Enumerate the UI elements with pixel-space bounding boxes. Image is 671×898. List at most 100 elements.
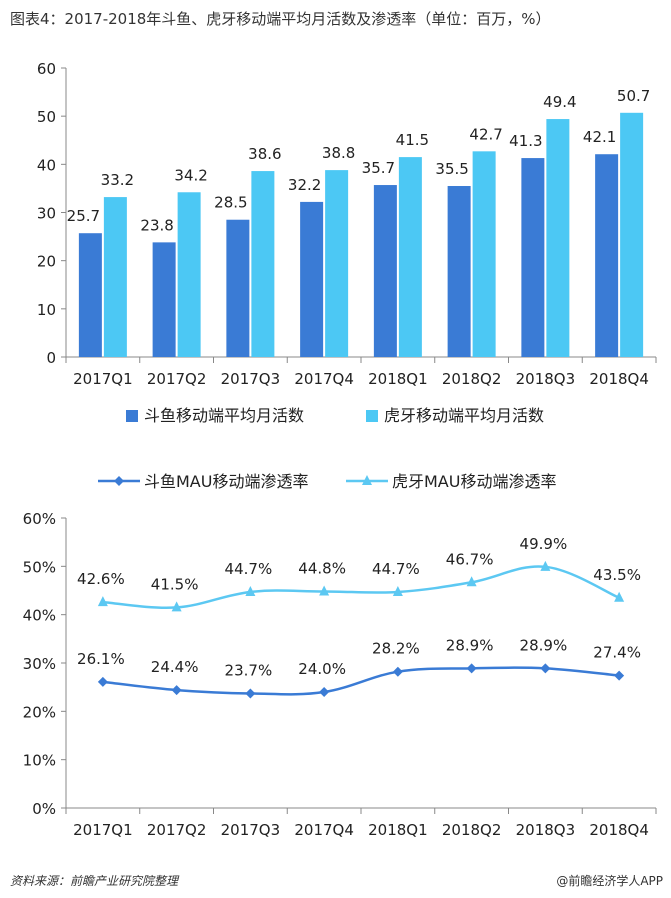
legend-swatch xyxy=(366,410,378,422)
y-tick-label: 10 xyxy=(37,301,56,319)
x-tick-label: 2018Q4 xyxy=(589,821,649,839)
data-label: 34.2 xyxy=(174,166,207,184)
x-tick-label: 2018Q1 xyxy=(368,370,428,388)
bar xyxy=(78,233,102,357)
bar xyxy=(177,192,201,357)
data-label: 38.8 xyxy=(322,144,355,162)
data-label: 50.7 xyxy=(617,87,650,105)
data-point xyxy=(245,585,256,596)
data-label: 35.5 xyxy=(435,160,468,178)
data-label: 41.5% xyxy=(151,575,199,593)
bar xyxy=(521,158,545,357)
data-point xyxy=(392,666,403,677)
data-label: 28.5 xyxy=(214,194,247,212)
data-point xyxy=(171,685,182,696)
x-tick-label: 2018Q2 xyxy=(442,821,502,839)
data-label: 26.1% xyxy=(77,650,125,668)
data-label: 28.9% xyxy=(446,636,494,654)
y-tick-label: 10% xyxy=(23,752,56,770)
data-label: 43.5% xyxy=(593,566,641,584)
bar xyxy=(398,157,422,357)
y-tick-label: 60% xyxy=(23,510,56,528)
data-point xyxy=(466,576,477,587)
legend-label: 虎牙MAU移动端渗透率 xyxy=(392,472,556,491)
y-tick-label: 50 xyxy=(37,108,56,126)
y-tick-label: 30 xyxy=(37,205,56,223)
legend-marker xyxy=(362,475,372,485)
data-point xyxy=(466,663,477,674)
y-tick-label: 40% xyxy=(23,607,56,625)
series-line xyxy=(102,666,620,696)
data-point xyxy=(97,676,108,687)
data-label: 42.1 xyxy=(583,128,616,146)
legend-label: 虎牙移动端平均月活数 xyxy=(384,406,544,425)
bar-chart: 0 10 20 30 40 50 60 2017Q1 2017Q2 2017Q3 2017Q4 201… xyxy=(37,60,657,425)
data-point xyxy=(319,585,330,596)
bar xyxy=(325,170,349,357)
y-tick-label: 60 xyxy=(37,60,56,78)
bar xyxy=(251,171,275,357)
data-label: 44.7% xyxy=(225,560,273,578)
data-label: 41.3 xyxy=(509,132,542,150)
y-tick-label: 30% xyxy=(23,655,56,673)
x-tick-label: 2018Q2 xyxy=(442,370,502,388)
bar xyxy=(447,186,471,357)
data-point xyxy=(171,601,182,612)
x-tick-label: 2017Q1 xyxy=(73,821,133,839)
data-label: 44.8% xyxy=(298,559,346,577)
legend-label: 斗鱼移动端平均月活数 xyxy=(144,406,304,425)
bar xyxy=(546,119,570,357)
credit-note: @前瞻经济学人APP xyxy=(556,874,663,888)
line-chart: 0% 10% 20% 30% 40% 50% 60% 2017Q1 2017Q2 2017Q3 20… xyxy=(23,472,657,839)
x-tick-label: 2017Q2 xyxy=(147,370,207,388)
data-label: 23.7% xyxy=(225,661,273,679)
x-tick-label: 2017Q1 xyxy=(73,370,133,388)
data-point xyxy=(97,596,108,607)
data-label: 44.7% xyxy=(372,560,420,578)
data-label: 41.5 xyxy=(396,131,429,149)
bar xyxy=(300,201,324,357)
y-tick-label: 40 xyxy=(37,156,56,174)
data-point xyxy=(392,585,403,596)
data-label: 25.7 xyxy=(67,207,100,225)
data-point xyxy=(614,670,625,681)
data-label: 28.9% xyxy=(520,636,568,654)
y-tick-label: 0 xyxy=(46,349,56,367)
x-tick-label: 2018Q4 xyxy=(589,370,649,388)
x-tick-label: 2017Q4 xyxy=(294,821,354,839)
data-point xyxy=(319,687,330,697)
bar xyxy=(472,151,496,357)
x-tick-label: 2018Q1 xyxy=(368,821,428,839)
data-point xyxy=(614,591,625,602)
chart-title: 图表4：2017-2018年斗鱼、虎牙移动端平均月活数及渗透率（单位：百万，%） xyxy=(10,10,551,28)
x-tick-label: 2017Q3 xyxy=(221,370,281,388)
data-label: 49.4 xyxy=(543,93,576,111)
x-tick-label: 2017Q2 xyxy=(147,821,207,839)
data-label: 24.0% xyxy=(298,660,346,678)
bar xyxy=(373,185,397,357)
y-tick-label: 50% xyxy=(23,558,56,576)
legend-swatch xyxy=(126,410,138,422)
bar xyxy=(620,112,644,357)
data-label: 28.2% xyxy=(372,640,420,658)
data-label: 35.7 xyxy=(362,159,395,177)
y-tick-label: 20% xyxy=(23,703,56,721)
data-label: 42.7 xyxy=(469,125,502,143)
y-tick-label: 0% xyxy=(32,800,56,818)
data-point xyxy=(540,663,551,674)
data-label: 32.2 xyxy=(288,176,321,194)
data-label: 24.4% xyxy=(151,658,199,676)
bar xyxy=(595,154,619,357)
data-label: 38.6 xyxy=(248,145,281,163)
data-point xyxy=(245,688,256,699)
bar xyxy=(152,242,176,357)
x-tick-label: 2018Q3 xyxy=(516,370,576,388)
data-label: 33.2 xyxy=(101,171,134,189)
data-label: 27.4% xyxy=(593,644,641,662)
y-tick-label: 20 xyxy=(37,253,56,271)
source-note: 资料来源：前瞻产业研究院整理 xyxy=(10,874,179,888)
legend-label: 斗鱼MAU移动端渗透率 xyxy=(144,472,308,491)
x-tick-label: 2017Q3 xyxy=(221,821,281,839)
x-tick-label: 2017Q4 xyxy=(294,370,354,388)
